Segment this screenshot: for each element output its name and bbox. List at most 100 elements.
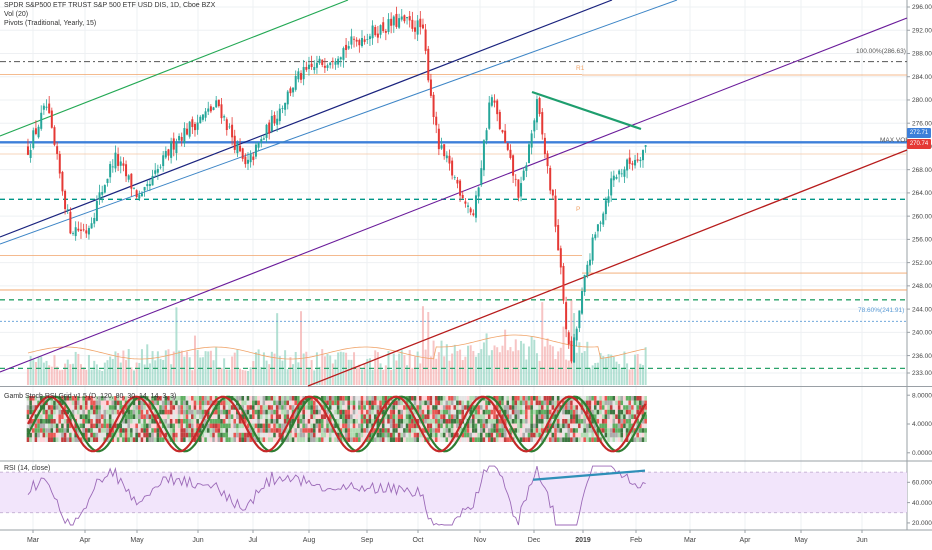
gamb-cell (615, 414, 618, 419)
gamb-cell (628, 437, 632, 442)
gamb-cell (501, 400, 504, 406)
gamb-cell (408, 432, 412, 438)
gamb-cell (432, 405, 435, 410)
gamb-cell (206, 437, 210, 442)
gamb-cell (432, 428, 435, 433)
rsi-tick-label-2: 20.0000 (912, 520, 932, 527)
gamb-cell (440, 405, 443, 410)
volume-bar (82, 367, 85, 385)
gamb-cell (437, 396, 441, 401)
volume-bar (464, 356, 467, 385)
time-tick-label-14: May (794, 537, 808, 544)
gamb-cell (119, 405, 123, 410)
gamb-cell (116, 400, 120, 406)
gamb-cell (106, 432, 109, 438)
gamb-cell (281, 437, 284, 442)
gamb-cell (185, 400, 189, 406)
gamb-cell (294, 423, 298, 429)
gamb-cell (429, 400, 433, 406)
gamb-cell (434, 423, 438, 429)
gamb-cell (323, 437, 327, 442)
gamb-cell (426, 405, 430, 410)
gamb-cell (188, 396, 191, 401)
gamb-cell (411, 423, 414, 429)
gamb-cell (119, 414, 123, 419)
gamb-cell (453, 409, 457, 415)
gamb-cell (267, 414, 271, 419)
gamb-cell (448, 428, 451, 433)
gamb-cell (413, 419, 417, 424)
gamb-cell (623, 437, 626, 442)
gamb-cell (562, 414, 565, 419)
gamb-cell (90, 423, 93, 429)
gamb-cell (509, 437, 512, 442)
gamb-cell (61, 400, 64, 406)
gamb-cell (506, 414, 510, 419)
gamb-cell (180, 423, 184, 429)
volume-bar (111, 358, 114, 385)
volume-bar (382, 369, 385, 385)
candle-body (641, 150, 644, 161)
gamb-cell (533, 432, 536, 438)
candle-body (315, 62, 318, 68)
gamb-cell (631, 400, 634, 406)
gamb-cell (191, 414, 194, 419)
gamb-cell (461, 396, 465, 401)
gamb-cell (291, 414, 295, 419)
gamb-cell (350, 437, 353, 442)
gamb-cell (193, 423, 197, 429)
candle-body (297, 71, 300, 80)
gamb-cell (421, 437, 425, 442)
candle-body (374, 27, 377, 36)
candle-body (586, 264, 589, 277)
gamb-cell (310, 437, 313, 442)
gamb-cell (249, 419, 252, 424)
gamb-cell (246, 423, 250, 429)
volume-bar (125, 360, 128, 385)
volume-bar (453, 344, 456, 385)
gamb-cell (251, 432, 255, 438)
gamb-cell (167, 437, 170, 442)
gamb-cell (424, 423, 427, 429)
gamb-cell (29, 409, 32, 415)
gamb-cell (90, 432, 93, 438)
gamb-cell (456, 409, 459, 415)
gamb-cell (586, 419, 589, 424)
gamb-cell (92, 423, 96, 429)
gamb-cell (220, 409, 223, 415)
gamb-cell (347, 437, 351, 442)
gamb-cell (440, 423, 443, 429)
gamb-cell (161, 396, 165, 401)
gamb-cell (400, 400, 404, 406)
gamb-cell (180, 437, 184, 442)
gamb-cell (509, 405, 512, 410)
gamb-tick-label-1: 4.0000 (912, 421, 932, 428)
gamb-cell (403, 432, 406, 438)
gamb-cell (538, 419, 541, 424)
gamb-cell (434, 437, 438, 442)
gamb-cell (29, 437, 32, 442)
gamb-cell (578, 432, 581, 438)
gamb-cell (434, 405, 438, 410)
gamb-cell (540, 414, 544, 419)
gamb-cell (74, 423, 77, 429)
gamb-cell (177, 400, 181, 406)
gamb-cell (140, 414, 144, 419)
gamb-cell (122, 437, 125, 442)
gamb-cell (230, 419, 234, 424)
gamb-cell (249, 428, 252, 433)
gamb-cell (289, 432, 292, 438)
gamb-cell (503, 419, 507, 424)
gamb-cell (572, 419, 576, 424)
gamb-cell (509, 414, 512, 419)
gamb-cell (506, 437, 510, 442)
gamb-cell (411, 405, 414, 410)
gamb-cell (318, 423, 321, 429)
volume-bar (117, 353, 120, 385)
gamb-cell (310, 400, 313, 406)
gamb-cell (175, 428, 178, 433)
gamb-cell (442, 423, 446, 429)
candle-body (307, 64, 310, 70)
gamb-cell (106, 428, 109, 433)
